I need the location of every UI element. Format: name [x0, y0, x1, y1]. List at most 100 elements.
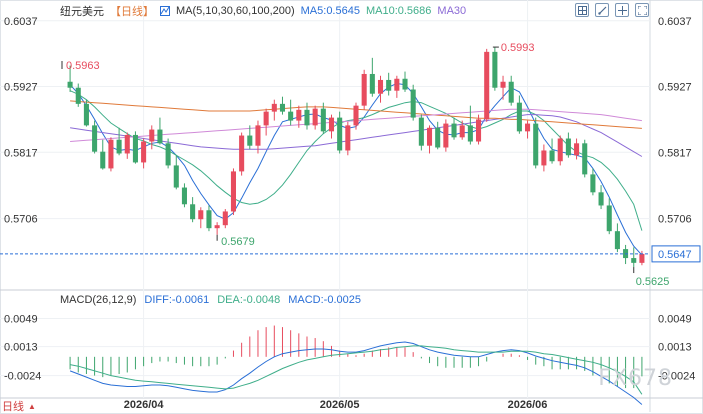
candle-body — [320, 108, 326, 132]
candle-body — [230, 171, 236, 212]
ma-indicator-label: MA(5,10,30,60,100,200) — [176, 5, 295, 17]
candle-body — [247, 135, 253, 146]
grid-icon[interactable] — [575, 3, 589, 17]
ma-toggle-icon[interactable] — [160, 6, 170, 16]
candle-body — [467, 125, 473, 142]
candle-body — [214, 225, 220, 229]
candle-body — [541, 150, 547, 166]
candle-body — [92, 125, 98, 152]
ma10-label: MA10:0.5686 — [365, 5, 432, 17]
candle-body — [410, 89, 416, 118]
period-tab[interactable]: 日线 ▲ — [2, 398, 36, 414]
candle-body — [75, 87, 81, 104]
candle-body — [377, 79, 384, 94]
candle-body — [263, 111, 269, 126]
candle-body — [394, 78, 400, 91]
drawing-icon[interactable] — [595, 3, 609, 17]
candle-body — [124, 134, 130, 154]
candle-body — [198, 210, 204, 220]
candle-body — [451, 123, 457, 138]
macd-y-tick-left: 0.0013 — [4, 342, 38, 354]
y-tick-label-right: 0.5706 — [658, 214, 692, 226]
high-annotation: 0.5963 — [66, 60, 100, 72]
candle-body — [165, 143, 171, 166]
candle-body — [100, 151, 106, 169]
candle-body — [239, 135, 245, 172]
macd-y-tick-right: -0.0024 — [658, 371, 695, 383]
y-tick-label-left: 0.5927 — [4, 82, 38, 94]
candle-body — [157, 129, 163, 144]
candle-body — [206, 210, 212, 229]
candle-body — [337, 117, 343, 151]
main-legend: 纽元美元 【日线】 MA(5,10,30,60,100,200) MA5:0.5… — [60, 4, 466, 18]
candle-body — [132, 134, 138, 163]
dea-line — [70, 345, 643, 395]
period-tab-label[interactable]: 日线 — [2, 401, 24, 413]
candle-body — [565, 138, 571, 156]
candle-body — [222, 211, 228, 226]
candle-body — [190, 204, 196, 220]
candle-body — [598, 192, 604, 206]
candle-body — [304, 109, 310, 126]
dea-label: DEA:-0.0048 — [217, 294, 281, 306]
candle-body — [606, 205, 612, 232]
x-tick-label: 2026/04 — [124, 399, 165, 411]
candle-body — [476, 119, 482, 142]
candle-body — [386, 79, 392, 91]
y-tick-label-right: 0.5817 — [658, 147, 692, 159]
candle-body — [141, 141, 147, 163]
candle-body — [639, 253, 645, 263]
dif-line — [69, 341, 643, 405]
chart-toolbar — [575, 3, 649, 17]
y-tick-label-left: 0.5706 — [4, 214, 38, 226]
candle-body — [108, 139, 114, 169]
caret-up-icon[interactable]: ▲ — [28, 401, 36, 411]
ma30-line — [70, 114, 643, 157]
candle-body — [402, 78, 408, 90]
candle-body — [296, 109, 302, 121]
candle-body — [549, 150, 555, 162]
candle-body — [149, 129, 155, 142]
candle-body — [67, 81, 73, 88]
candle-body — [525, 123, 531, 132]
x-tick-label: 2026/05 — [320, 399, 360, 411]
candle-body — [173, 165, 179, 188]
y-tick-label-right: 0.5927 — [658, 82, 692, 94]
watermark-logo: FX678 — [598, 366, 673, 391]
current-price-tag-box — [651, 245, 701, 263]
x-tick-label: 2026/06 — [508, 399, 548, 411]
recent-low-annotation: 0.5625 — [636, 276, 670, 288]
candle-body — [516, 102, 522, 132]
candle-body — [557, 138, 563, 162]
diff-label: DIFF:-0.0061 — [144, 294, 210, 306]
candle-body — [508, 81, 514, 103]
y-tick-label-left: 0.5817 — [4, 147, 38, 159]
candle-body — [345, 125, 351, 151]
candle-body — [361, 73, 367, 106]
ma30-label: MA30 — [437, 5, 467, 17]
candle-body — [418, 117, 424, 146]
expand-icon[interactable] — [635, 3, 649, 17]
candle-body — [83, 103, 89, 126]
crosshair-icon[interactable] — [615, 3, 629, 17]
macd-name-label: MACD(26,12,9) — [60, 294, 137, 306]
candle-body — [533, 123, 539, 166]
candle-body — [590, 174, 596, 193]
macd-y-tick-left: -0.0024 — [4, 371, 41, 383]
candle-body — [459, 125, 465, 138]
candle-body — [426, 127, 433, 146]
candle-body — [492, 51, 498, 88]
candle-body — [328, 117, 335, 132]
candle-body — [181, 187, 187, 205]
candle-body — [500, 81, 506, 88]
low-annotation: 0.5679 — [221, 236, 255, 248]
candle-body — [312, 108, 318, 126]
macd-legend: MACD(26,12,9) DIFF:-0.0061 DEA:-0.0048 M… — [60, 294, 361, 306]
y-tick-label-left: 0.6037 — [4, 16, 38, 28]
macd-value-label: MACD:-0.0025 — [288, 294, 361, 306]
period-label[interactable]: 【日线】 — [110, 6, 154, 18]
current-price-tag: 0.5647 — [658, 249, 692, 261]
candle-body — [353, 105, 359, 126]
